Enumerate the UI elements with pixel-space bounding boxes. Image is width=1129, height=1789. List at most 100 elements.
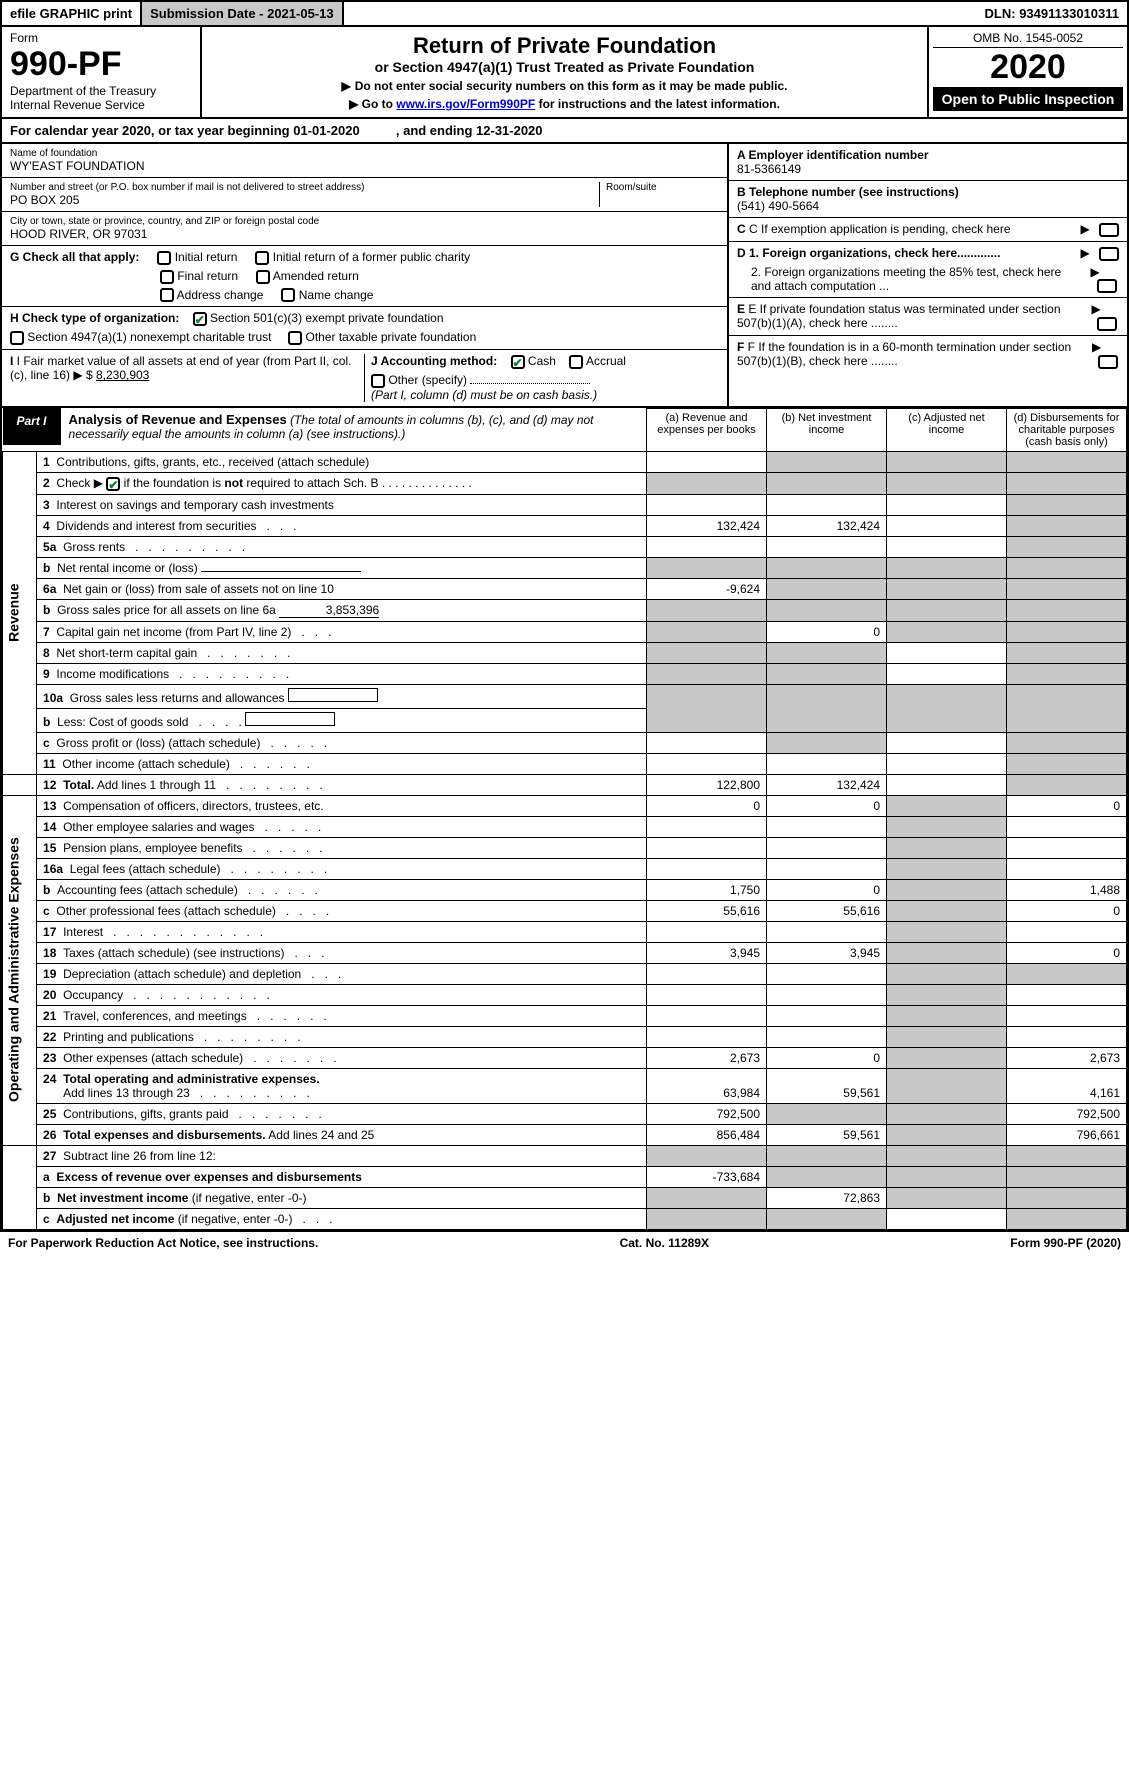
v4a: 132,424 [647, 515, 767, 536]
name-label: Name of foundation [10, 148, 719, 159]
r27a: Excess of revenue over expenses and disb… [56, 1170, 361, 1184]
city-cell: City or town, state or province, country… [2, 212, 727, 246]
c-checkbox[interactable] [1099, 223, 1119, 237]
v18d: 0 [1007, 942, 1127, 963]
dln: DLN: 93491133010311 [977, 2, 1127, 25]
footer: For Paperwork Reduction Act Notice, see … [0, 1230, 1129, 1254]
form990pf-link[interactable]: www.irs.gov/Form990PF [396, 97, 535, 111]
r6a: Net gain or (loss) from sale of assets n… [63, 582, 334, 596]
col-a: (a) Revenue and expenses per books [647, 408, 767, 451]
r26: Total expenses and disbursements. [63, 1128, 266, 1142]
r12b: Add lines 1 through 11 [94, 778, 216, 792]
r1: Contributions, gifts, grants, etc., rece… [56, 455, 369, 469]
cb-final[interactable] [160, 270, 174, 284]
v16ca: 55,616 [647, 900, 767, 921]
h-opt1: Section 501(c)(3) exempt private foundat… [210, 311, 443, 325]
r16b: Accounting fees (attach schedule) [57, 883, 238, 897]
info-grid: Name of foundation WY'EAST FOUNDATION Nu… [0, 144, 1129, 408]
r10a: Gross sales less returns and allowances [70, 691, 285, 705]
i-amount: 8,230,903 [96, 368, 149, 382]
r27b2: (if negative, enter -0-) [188, 1191, 306, 1205]
r16a: Legal fees (attach schedule) [70, 862, 221, 876]
v13a: 0 [647, 795, 767, 816]
cb-other-method[interactable] [371, 374, 385, 388]
cb-address-change[interactable] [160, 288, 174, 302]
dept: Department of the Treasury [10, 84, 192, 98]
cb-initial[interactable] [157, 251, 171, 265]
cb-501c3[interactable] [193, 312, 207, 326]
h-cell: H Check type of organization: Section 50… [2, 307, 727, 350]
j-accrual: Accrual [586, 354, 626, 368]
v12a: 122,800 [647, 774, 767, 795]
g-opt-1: Initial return of a former public charit… [273, 250, 470, 264]
d2-checkbox[interactable] [1097, 279, 1117, 293]
v25d: 792,500 [1007, 1103, 1127, 1124]
tel-label: B Telephone number (see instructions) [737, 185, 1119, 199]
cb-other-taxable[interactable] [288, 331, 302, 345]
ein: 81-5366149 [737, 162, 1119, 176]
f-text: F If the foundation is in a 60-month ter… [737, 340, 1071, 368]
r9: Income modifications [56, 667, 169, 681]
r7: Capital gain net income (from Part IV, l… [56, 625, 291, 639]
part1-title: Analysis of Revenue and Expenses [69, 412, 287, 427]
form-number: 990-PF [10, 45, 192, 84]
j-label: J Accounting method: [371, 354, 497, 368]
cb-amended[interactable] [256, 270, 270, 284]
note2-prefix: Go to [362, 97, 397, 111]
v4b: 132,424 [767, 515, 887, 536]
e-text: E If private foundation status was termi… [737, 302, 1061, 330]
g-opt-2: Final return [177, 269, 238, 283]
v27b: 72,863 [767, 1187, 887, 1208]
r2a: Check [56, 476, 90, 490]
r6b-val: 3,853,396 [279, 603, 379, 618]
c-text: C If exemption application is pending, c… [749, 222, 1011, 236]
cb-accrual[interactable] [569, 355, 583, 369]
v26a: 856,484 [647, 1124, 767, 1145]
d1-text: D 1. Foreign organizations, check here..… [737, 246, 1000, 260]
r10c: Gross profit or (loss) (attach schedule) [56, 736, 260, 750]
d2-text: 2. Foreign organizations meeting the 85%… [737, 265, 1085, 293]
r18: Taxes (attach schedule) (see instruction… [63, 946, 284, 960]
cb-4947[interactable] [10, 331, 24, 345]
note2-suffix: for instructions and the latest informat… [535, 97, 780, 111]
v24a: 63,984 [647, 1068, 767, 1103]
form-header: Form 990-PF Department of the Treasury I… [0, 27, 1129, 119]
r20: Occupancy [63, 988, 123, 1002]
h-opt2: Section 4947(a)(1) nonexempt charitable … [27, 330, 271, 344]
v23b: 0 [767, 1047, 887, 1068]
form-title: Return of Private Foundation [208, 33, 921, 59]
v7b: 0 [767, 621, 887, 642]
header-left: Form 990-PF Department of the Treasury I… [2, 27, 202, 117]
c-cell: C C If exemption application is pending,… [729, 218, 1127, 242]
r6b: Gross sales price for all assets on line… [57, 603, 276, 617]
v16ba: 1,750 [647, 879, 767, 900]
cb-schb[interactable] [106, 477, 120, 491]
r27b: Net investment income [57, 1191, 188, 1205]
cb-cash[interactable] [511, 355, 525, 369]
e-checkbox[interactable] [1097, 317, 1117, 331]
r2not: not [224, 476, 243, 490]
r23: Other expenses (attach schedule) [63, 1051, 243, 1065]
note-link-row: ▶ Go to www.irs.gov/Form990PF for instru… [208, 97, 921, 111]
r5b: Net rental income or (loss) [57, 561, 198, 575]
name-cell: Name of foundation WY'EAST FOUNDATION [2, 144, 727, 178]
d1-checkbox[interactable] [1099, 247, 1119, 261]
v13d: 0 [1007, 795, 1127, 816]
omb: OMB No. 1545-0052 [933, 31, 1123, 48]
cb-initial-former[interactable] [255, 251, 269, 265]
v25a: 792,500 [647, 1103, 767, 1124]
foundation-name: WY'EAST FOUNDATION [10, 159, 719, 173]
note-ssn: Do not enter social security numbers on … [208, 79, 921, 93]
ij-cell: I I Fair market value of all assets at e… [2, 350, 727, 406]
f-checkbox[interactable] [1098, 355, 1118, 369]
r17: Interest [63, 925, 103, 939]
i-prefix: $ [86, 368, 93, 382]
form-subtitle: or Section 4947(a)(1) Trust Treated as P… [208, 59, 921, 75]
tax-year: 2020 [933, 48, 1123, 87]
efile-label: efile GRAPHIC print [2, 2, 142, 25]
r10b: Less: Cost of goods sold [57, 715, 188, 729]
address: PO BOX 205 [10, 193, 599, 207]
f-cell: F F If the foundation is in a 60-month t… [729, 336, 1127, 373]
cb-name-change[interactable] [281, 288, 295, 302]
v12b: 132,424 [767, 774, 887, 795]
